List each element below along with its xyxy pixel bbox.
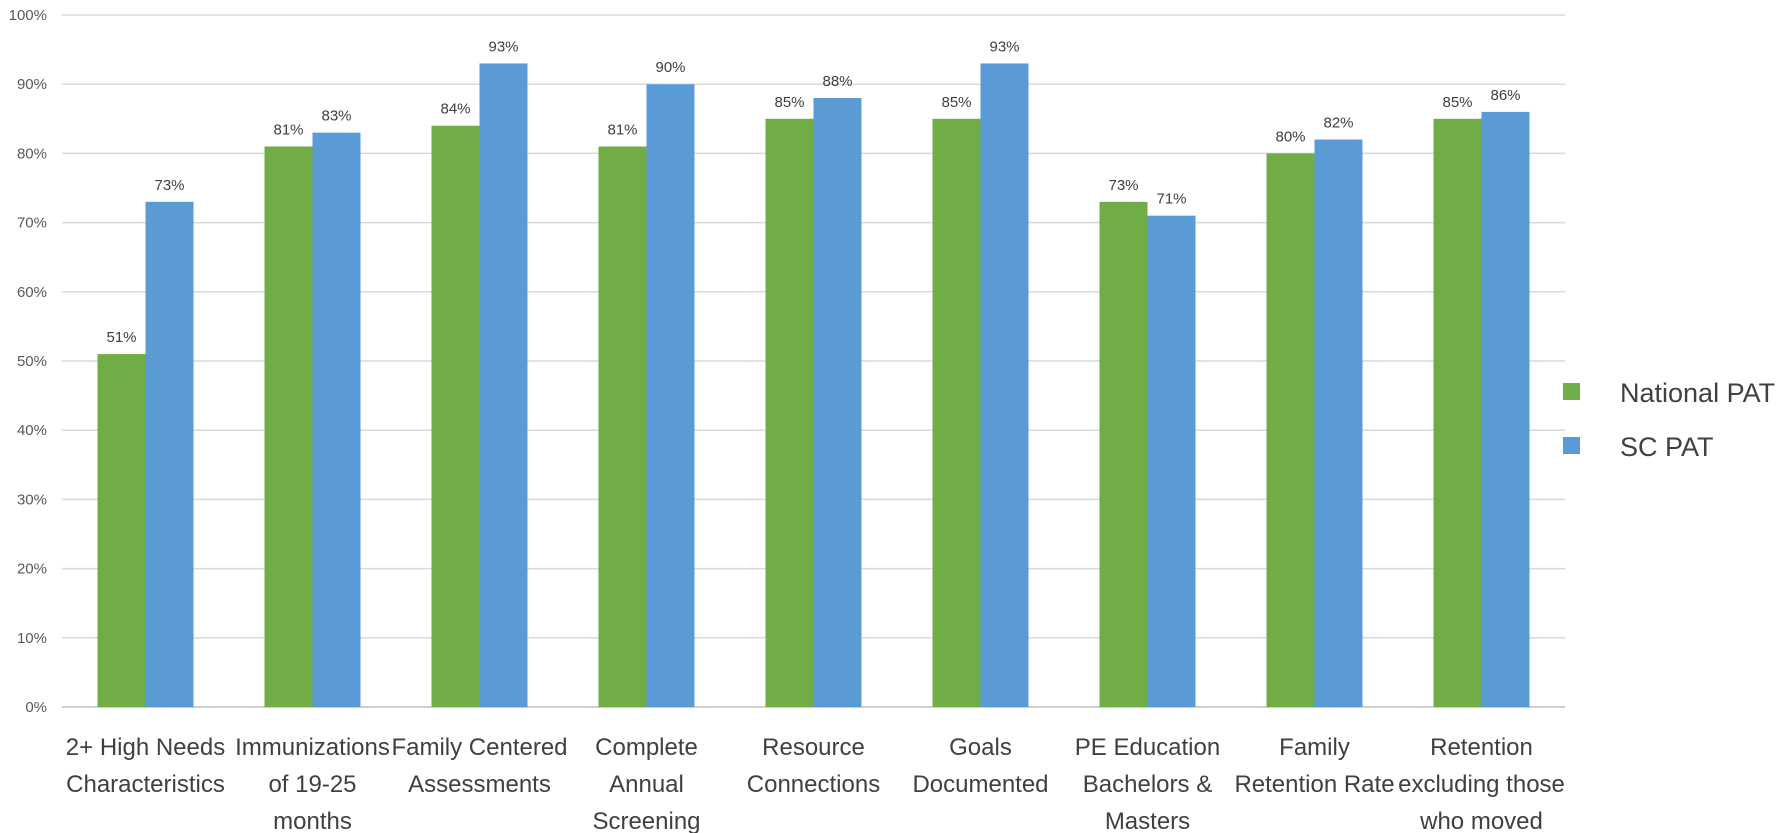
y-tick-label: 0% <box>25 699 47 716</box>
data-label: 71% <box>1156 191 1186 208</box>
data-label: 81% <box>607 121 637 138</box>
y-tick-label: 20% <box>17 561 47 578</box>
data-label: 88% <box>822 73 852 90</box>
bar-national-pat <box>1099 201 1148 707</box>
y-tick-label: 30% <box>17 491 47 508</box>
bar-sc-pat <box>312 132 361 707</box>
bar-national-pat <box>1433 118 1482 708</box>
data-label: 84% <box>440 101 470 118</box>
bar-national-pat <box>97 354 146 707</box>
y-tick-label: 90% <box>17 76 47 93</box>
data-label: 83% <box>321 108 351 125</box>
legend-label: SC PAT <box>1620 432 1714 462</box>
bar-national-pat <box>264 146 313 708</box>
bar-sc-pat <box>813 98 862 708</box>
y-tick-label: 70% <box>17 215 47 232</box>
bar-sc-pat <box>145 201 194 707</box>
data-label: 80% <box>1275 128 1305 145</box>
x-tick-label: Goals Documented <box>912 734 1048 798</box>
data-label: 85% <box>1442 94 1472 111</box>
data-labels: 51% 81% 84% 81% 85% 85% 73% 80% 85% 73% 83% 93% 90% 8… <box>106 38 1520 346</box>
data-label: 73% <box>154 177 184 194</box>
y-axis-ticks: 0% 10% 20% 30% 40% 50% 60% 70% 80% 90% 100% <box>9 7 47 716</box>
data-label: 51% <box>106 329 136 346</box>
legend: National PAT SC PAT <box>1563 378 1775 462</box>
x-tick-label: Complete Annual Screening <box>592 734 700 833</box>
legend-label: National PAT <box>1620 378 1775 408</box>
data-label: 86% <box>1490 87 1520 104</box>
y-tick-label: 80% <box>17 145 47 162</box>
bar-sc-pat <box>646 84 695 707</box>
bar-sc-pat <box>479 63 528 707</box>
y-tick-label: 60% <box>17 284 47 301</box>
data-label: 90% <box>655 59 685 76</box>
y-tick-label: 100% <box>9 7 47 24</box>
data-label: 93% <box>488 38 518 55</box>
data-label: 81% <box>273 121 303 138</box>
x-tick-label: Family Centered Assessments <box>391 734 567 798</box>
y-tick-label: 10% <box>17 630 47 647</box>
bar-sc-pat <box>980 63 1029 707</box>
bar-national-pat <box>932 118 981 708</box>
legend-swatch <box>1563 437 1580 454</box>
bar-sc-pat <box>1314 139 1363 707</box>
data-label: 93% <box>989 38 1019 55</box>
data-label: 85% <box>941 94 971 111</box>
bar-national-pat <box>765 118 814 708</box>
bar-national-pat <box>598 146 647 708</box>
y-tick-label: 50% <box>17 353 47 370</box>
bar-sc-pat <box>1481 111 1530 707</box>
bar-sc-pat <box>1147 215 1196 707</box>
x-tick-label: 2+ High Needs Characteristics <box>66 734 225 798</box>
y-tick-label: 40% <box>17 422 47 439</box>
x-tick-label: PE Education Bachelors & Masters <box>1075 734 1220 833</box>
legend-swatch <box>1563 383 1580 400</box>
x-axis-ticks: 2+ High Needs CharacteristicsImmunization… <box>66 734 1565 833</box>
data-label: 82% <box>1323 115 1353 132</box>
x-tick-label: Immunizations of 19-25 months <box>235 734 390 833</box>
x-tick-label: Retention excluding those who moved <box>1398 734 1565 833</box>
x-tick-label: Resource Connections <box>747 734 880 798</box>
data-label: 73% <box>1108 177 1138 194</box>
x-tick-label: Family Retention Rate <box>1234 734 1394 798</box>
bar-national-pat <box>431 125 480 708</box>
data-label: 85% <box>774 94 804 111</box>
bars <box>97 63 1530 708</box>
bar-national-pat <box>1266 153 1315 707</box>
